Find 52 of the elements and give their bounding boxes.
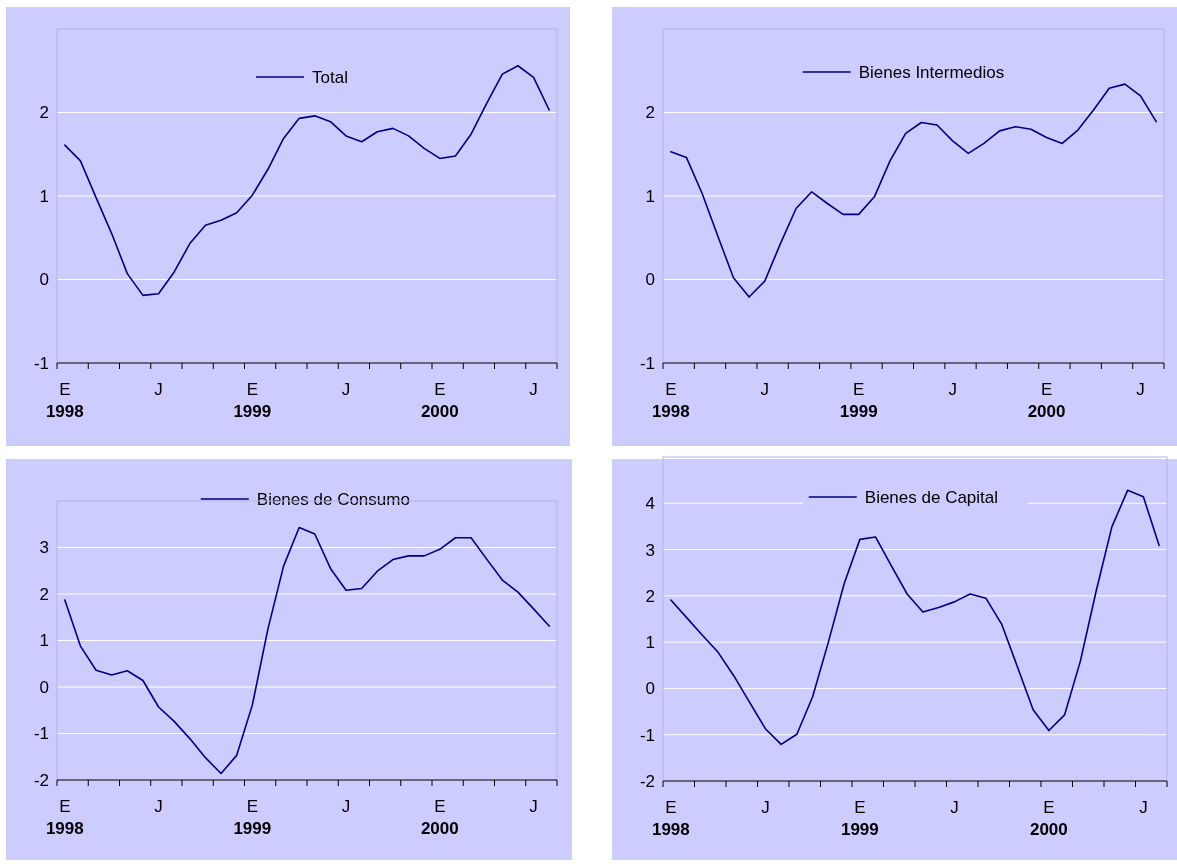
x-tick-label: E 2000 xyxy=(420,797,459,838)
y-tick-label: 0 xyxy=(645,679,655,699)
x-tick-label: J xyxy=(154,380,163,399)
x-tick-label: E 1998 xyxy=(651,380,690,421)
x-tick-label: E 1998 xyxy=(45,380,84,421)
legend-label: Bienes de Consumo xyxy=(256,489,410,509)
x-tick-label: E 1999 xyxy=(233,380,272,421)
y-tick-label: 2 xyxy=(645,586,655,606)
y-tick-label: 3 xyxy=(645,540,655,560)
x-tick-label: J xyxy=(529,380,538,399)
y-tick-label: 0 xyxy=(645,270,655,290)
legend-label: Total xyxy=(312,67,348,87)
legend-label: Bienes Intermedios xyxy=(858,62,1005,82)
y-tick-label: -2 xyxy=(639,771,655,791)
y-tick-label: 3 xyxy=(39,538,49,558)
x-tick-label: E 1998 xyxy=(651,798,690,839)
y-tick-label: -1 xyxy=(33,724,49,744)
line-series xyxy=(64,64,550,297)
y-tick-label: -1 xyxy=(639,353,655,373)
y-tick-label: -1 xyxy=(33,353,49,373)
y-tick-label: -1 xyxy=(639,725,655,745)
x-tick-label: J xyxy=(529,797,538,816)
y-tick-label: 2 xyxy=(645,103,655,123)
y-tick-label: 2 xyxy=(39,103,49,123)
x-tick-label: J xyxy=(341,797,351,816)
x-tick-label: J xyxy=(948,380,957,399)
x-tick-label: J xyxy=(950,798,959,817)
x-tick-label: J xyxy=(1139,798,1148,817)
y-tick-label: 1 xyxy=(645,633,655,653)
x-tick-label: J xyxy=(761,798,770,817)
y-tick-label: -2 xyxy=(33,770,49,790)
x-tick-label: J xyxy=(154,797,163,816)
y-tick-label: 0 xyxy=(39,677,49,697)
x-tick-label: E 1998 xyxy=(45,797,84,838)
y-tick-label: 1 xyxy=(645,186,655,206)
y-tick-label: 4 xyxy=(645,494,655,514)
legend-label: Bienes de Capital xyxy=(864,487,999,507)
x-tick-label: E 1999 xyxy=(839,380,878,421)
x-tick-label: E 2000 xyxy=(420,380,459,421)
x-tick-label: E 2000 xyxy=(1029,798,1068,839)
x-tick-label: E 1999 xyxy=(840,798,879,839)
x-tick-label: J xyxy=(1136,380,1145,399)
x-tick-label: E 2000 xyxy=(1027,380,1066,421)
x-tick-label: J xyxy=(760,380,770,399)
y-tick-label: 1 xyxy=(39,631,49,651)
x-tick-label: E 1999 xyxy=(233,797,272,838)
line-series xyxy=(670,489,1160,746)
y-tick-label: 0 xyxy=(39,270,49,290)
x-tick-label: J xyxy=(341,380,351,399)
y-tick-label: 2 xyxy=(39,584,49,604)
line-series xyxy=(670,83,1157,298)
y-tick-label: 1 xyxy=(39,186,49,206)
